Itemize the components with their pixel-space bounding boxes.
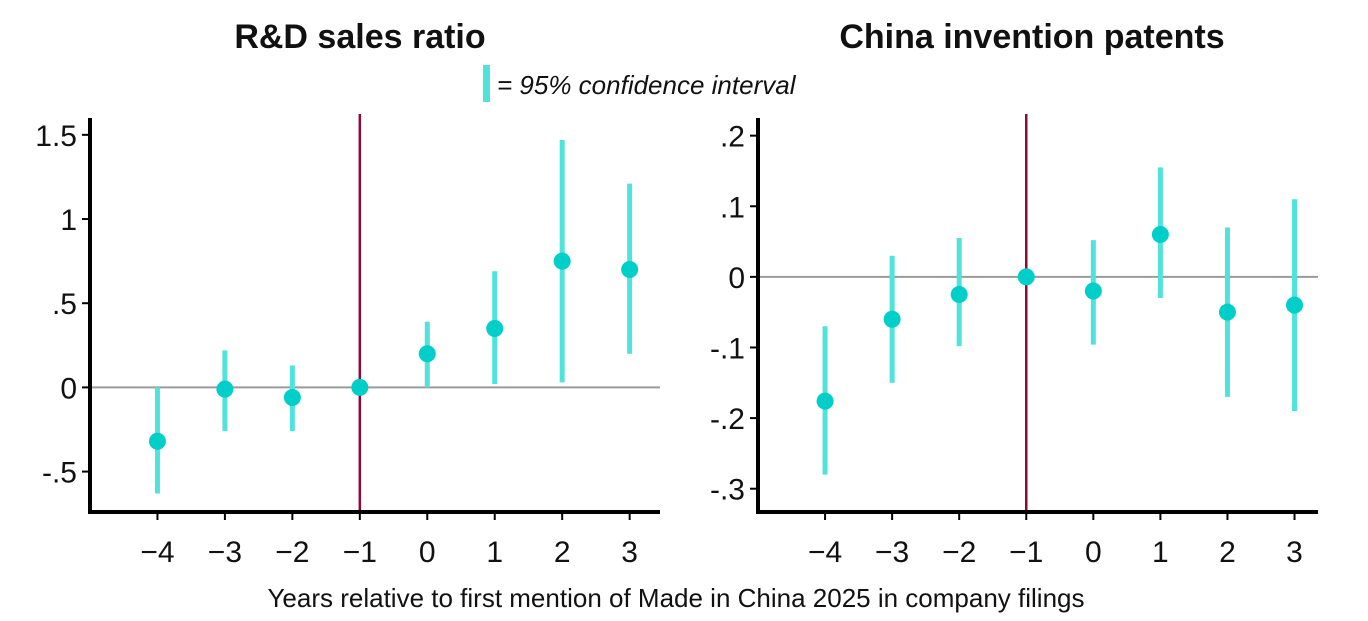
x-tick-label: 1 — [1152, 536, 1169, 569]
data-point — [418, 345, 436, 363]
data-point — [148, 432, 166, 450]
data-point — [1286, 296, 1304, 314]
chart-title-patents: China invention patents — [839, 18, 1224, 56]
x-tick-label: 0 — [419, 536, 436, 569]
y-tick-label: 0 — [728, 262, 745, 295]
x-tick-label: 0 — [1085, 536, 1102, 569]
x-tick-label: 2 — [554, 536, 571, 569]
x-tick-label: −1 — [1009, 536, 1043, 569]
data-point — [1218, 303, 1236, 321]
data-point — [816, 392, 834, 410]
y-tick-label: .2 — [720, 121, 745, 154]
data-point — [216, 380, 234, 398]
x-tick-label: −3 — [208, 536, 242, 569]
y-tick-label: 0 — [60, 372, 77, 405]
data-point — [553, 252, 571, 270]
x-tick-label: 2 — [1219, 536, 1236, 569]
legend: = 95% confidence interval — [483, 65, 797, 102]
data-point — [621, 261, 639, 279]
legend-label: = 95% confidence interval — [497, 70, 797, 100]
x-tick-label: −2 — [942, 536, 976, 569]
y-tick-label: -.5 — [42, 457, 77, 490]
x-tick-label: −4 — [140, 536, 174, 569]
data-point — [950, 286, 968, 304]
x-tick-label: 3 — [621, 536, 638, 569]
x-tick-label: −1 — [343, 536, 377, 569]
x-axis-label: Years relative to first mention of Made … — [267, 583, 1084, 613]
data-point — [1084, 282, 1102, 300]
x-tick-label: −2 — [275, 536, 309, 569]
data-point — [351, 378, 369, 396]
y-tick-label: 1.5 — [35, 120, 77, 153]
data-point — [1151, 226, 1169, 244]
data-point — [883, 310, 901, 328]
y-tick-label: -.3 — [710, 474, 745, 507]
x-tick-label: −3 — [875, 536, 909, 569]
x-tick-label: 1 — [486, 536, 503, 569]
y-tick-label: -.1 — [710, 332, 745, 365]
y-tick-label: 1 — [60, 204, 77, 237]
x-tick-label: −4 — [808, 536, 842, 569]
y-tick-label: .1 — [720, 191, 745, 224]
data-point — [486, 319, 504, 337]
panel-china-invention-patents: -.3 -.2 -.1 0 .1 .2 −4 −3 −2 −1 0 1 2 3 — [710, 114, 1318, 569]
y-tick-label: .5 — [52, 288, 77, 321]
legend-swatch — [483, 65, 490, 102]
data-point — [283, 389, 301, 407]
panel-rd-sales-ratio: -.5 0 .5 1 1.5 −4 −3 −2 −1 0 1 2 3 — [35, 114, 660, 569]
data-point — [1017, 268, 1035, 286]
y-tick-label: -.2 — [710, 403, 745, 436]
x-tick-label: 3 — [1286, 536, 1303, 569]
chart-title-rd: R&D sales ratio — [234, 18, 485, 56]
